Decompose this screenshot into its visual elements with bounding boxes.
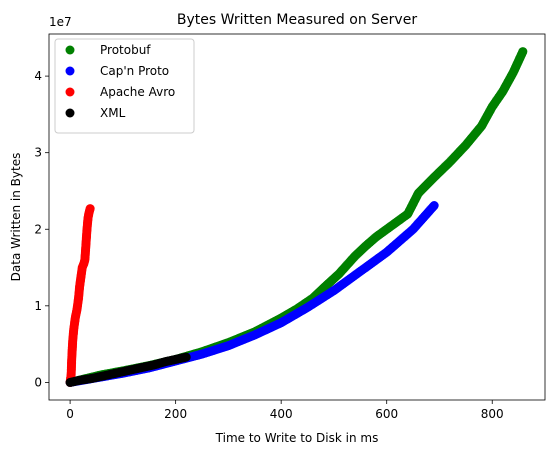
x-tick-label: 400 (270, 407, 293, 421)
x-axis: 0 200 400 600 800 (66, 400, 504, 421)
x-tick-label: 800 (481, 407, 504, 421)
data-points (65, 47, 528, 387)
legend-box (54, 38, 195, 134)
x-tick-label: 200 (164, 407, 187, 421)
y-tick-label: 2 (34, 222, 42, 236)
legend-label: XML (100, 106, 126, 120)
y-tick-label: 4 (34, 69, 42, 83)
x-tick-label: 600 (375, 407, 398, 421)
data-point (181, 352, 191, 362)
series-xml (65, 352, 191, 387)
legend-marker (65, 45, 75, 55)
legend-label: Cap'n Proto (100, 64, 169, 78)
legend-item: XML (65, 106, 126, 120)
legend-label: Protobuf (100, 43, 151, 57)
y-axis: 0 1 2 3 4 (34, 69, 49, 389)
data-point (429, 201, 439, 211)
x-tick-label: 0 (66, 407, 74, 421)
plot-frame (48, 33, 546, 401)
y-tick-label: 1 (34, 299, 42, 313)
data-point (518, 47, 528, 57)
series-apache-avro (65, 204, 95, 387)
legend-marker (65, 66, 75, 76)
y-offset-label: 1e7 (49, 15, 72, 29)
legend: Protobuf Cap'n Proto Apache Avro XML (54, 38, 195, 134)
chart-title: Bytes Written Measured on Server (177, 12, 417, 28)
legend-item: Protobuf (65, 43, 151, 57)
y-tick-label: 3 (34, 146, 42, 160)
legend-item: Cap'n Proto (65, 64, 169, 78)
legend-item: Apache Avro (65, 85, 175, 99)
legend-marker (65, 87, 75, 97)
y-axis-label: Data Written in Bytes (9, 153, 23, 282)
x-axis-label: Time to Write to Disk in ms (215, 431, 379, 445)
y-tick-label: 0 (34, 375, 42, 389)
legend-marker (65, 108, 75, 118)
legend-label: Apache Avro (100, 85, 175, 99)
data-point (85, 204, 95, 214)
